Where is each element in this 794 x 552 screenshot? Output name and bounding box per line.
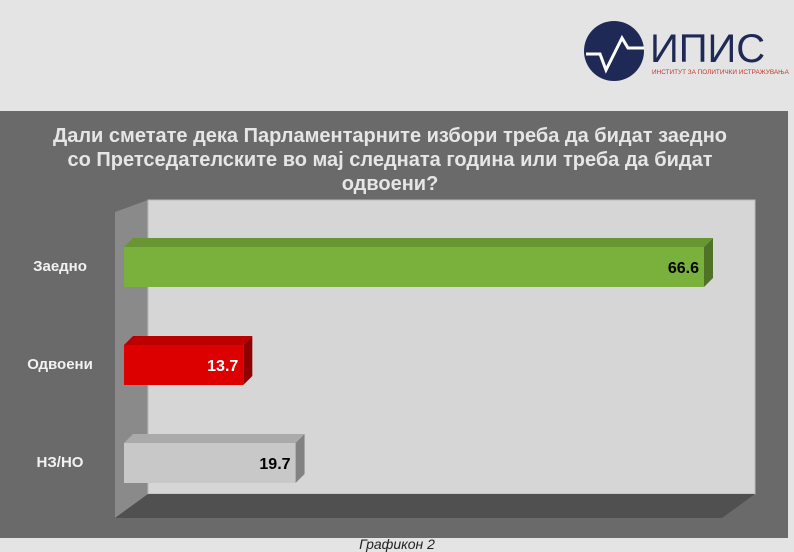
data-label: 66.6 bbox=[668, 260, 699, 277]
data-label: 19.7 bbox=[259, 456, 290, 473]
bar-top bbox=[124, 434, 305, 443]
bar-side bbox=[243, 336, 253, 385]
bar bbox=[124, 345, 244, 385]
bar-top bbox=[124, 336, 253, 345]
category-label: Одвоени bbox=[27, 356, 93, 373]
bar bbox=[124, 443, 296, 483]
chart-title: Дали сметате дека Парламентарните избори… bbox=[52, 125, 728, 195]
svg-text:ИНСТИТУТ ЗА ПОЛИТИЧКИ ИСТРАЖУВ: ИНСТИТУТ ЗА ПОЛИТИЧКИ ИСТРАЖУВАЊА bbox=[652, 69, 790, 76]
ipis-logo: ИПИС ИНСТИТУТ ЗА ПОЛИТИЧКИ ИСТРАЖУВАЊА bbox=[584, 21, 790, 81]
category-label: Заедно bbox=[33, 258, 87, 275]
floor bbox=[115, 494, 755, 518]
bar-top bbox=[124, 238, 713, 247]
bar bbox=[124, 247, 704, 287]
category-label: НЗ/НО bbox=[36, 454, 84, 471]
bar-side bbox=[295, 434, 305, 483]
bar-side bbox=[704, 238, 713, 287]
figure-caption: Графикон 2 bbox=[359, 536, 435, 552]
data-label: 13.7 bbox=[207, 358, 238, 375]
svg-text:ИПИС: ИПИС bbox=[650, 27, 765, 71]
